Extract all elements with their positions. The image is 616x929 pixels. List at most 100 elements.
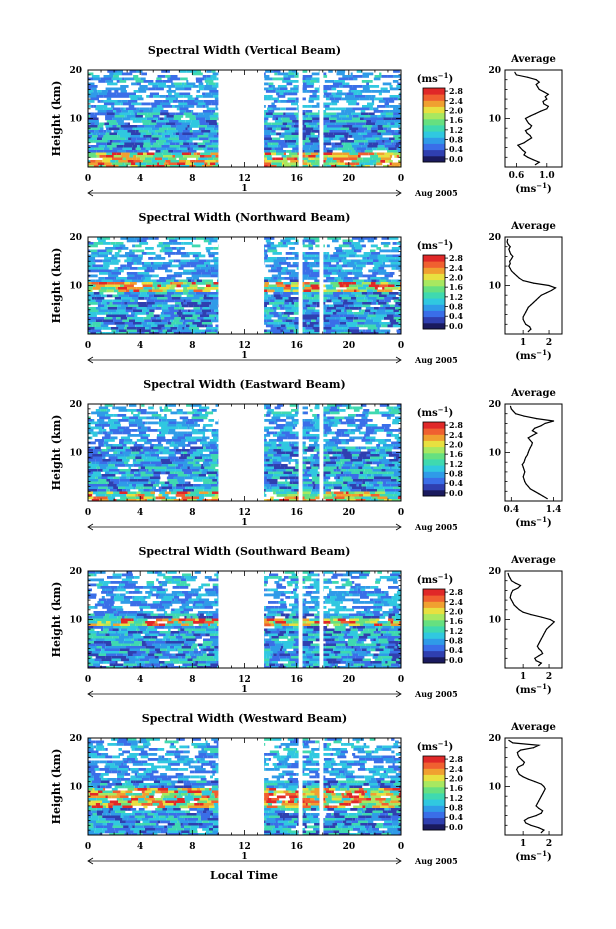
heatmap-cell	[363, 324, 368, 328]
heatmap-cell	[287, 314, 290, 318]
heatmap-cell	[273, 474, 281, 477]
heatmap-cell	[105, 165, 116, 167]
heatmap-cell	[399, 77, 401, 81]
heatmap-cell	[128, 137, 132, 141]
heatmap-cell	[111, 77, 123, 81]
heatmap-cell	[323, 140, 331, 143]
heatmap-cell	[360, 267, 363, 270]
heatmap-cell	[159, 95, 166, 98]
heatmap-cell	[341, 259, 351, 263]
heatmap-cell	[201, 329, 205, 333]
y-tick-label: 20	[69, 233, 82, 243]
heatmap-cell	[362, 105, 373, 108]
heatmap-cell	[355, 446, 359, 450]
heatmap-cell	[347, 324, 357, 328]
heatmap-cell	[189, 152, 192, 156]
heatmap-cell	[209, 162, 216, 166]
heatmap-cell	[91, 254, 98, 258]
heatmap-cell	[382, 82, 392, 86]
heatmap-cell	[375, 312, 386, 315]
heatmap-cell	[159, 249, 163, 253]
heatmap-cell	[125, 289, 130, 293]
heatmap-cell	[113, 319, 123, 323]
heatmap-cell	[88, 259, 95, 263]
heatmap-cell	[186, 70, 197, 73]
heatmap-cell	[270, 496, 274, 500]
heatmap-cell	[165, 269, 173, 273]
heatmap-cell	[204, 237, 214, 240]
colorbar-swatch	[423, 137, 445, 144]
heatmap-cell	[346, 100, 352, 103]
colorbar-frame	[422, 87, 446, 163]
heatmap-cell	[177, 411, 183, 415]
heatmap-cell	[174, 312, 177, 315]
average-profile-point	[529, 115, 531, 117]
heatmap-cell	[116, 120, 124, 123]
heatmap-cell	[204, 80, 214, 83]
heatmap-cell	[157, 304, 163, 308]
heatmap-cell	[88, 125, 98, 128]
heatmap-cell	[145, 87, 149, 91]
heatmap-cell	[122, 489, 127, 492]
heatmap-cell	[352, 145, 362, 148]
heatmap-cell	[121, 299, 130, 303]
heatmap-cell	[183, 299, 186, 303]
heatmap-cell	[168, 259, 174, 263]
heatmap-cell	[121, 304, 128, 308]
heatmap-cell	[193, 464, 202, 467]
heatmap-cell	[173, 446, 179, 450]
heatmap-cell	[325, 309, 332, 313]
heatmap-cell	[302, 244, 314, 248]
heatmap-cell	[173, 82, 182, 86]
heatmap-cell	[285, 469, 294, 472]
heatmap-cell	[282, 120, 293, 123]
heatmap-cell	[97, 451, 101, 455]
heatmap-cell	[130, 446, 138, 450]
heatmap-cell	[187, 411, 195, 415]
heatmap-cell	[195, 431, 206, 435]
heatmap-cell	[365, 274, 377, 278]
heatmap-cell	[171, 277, 176, 280]
heatmap-cell	[370, 252, 381, 255]
heatmap-cell	[149, 451, 156, 455]
heatmap-cell	[176, 107, 180, 111]
heatmap-cell	[285, 252, 292, 255]
heatmap-cell	[274, 431, 278, 435]
heatmap-cell	[151, 120, 157, 123]
heatmap-cell	[354, 469, 365, 472]
heatmap-cell	[388, 454, 400, 457]
heatmap-cell	[148, 289, 153, 293]
heatmap-cell	[204, 466, 216, 470]
heatmap-cell	[128, 304, 139, 308]
heatmap-cell	[131, 82, 137, 86]
heatmap-cell	[88, 327, 95, 330]
heatmap-cell	[288, 474, 297, 477]
heatmap-cell	[275, 117, 278, 121]
heatmap-cell	[291, 419, 299, 422]
heatmap-cell	[282, 319, 286, 323]
heatmap-cell	[182, 327, 185, 330]
heatmap-cell	[335, 142, 342, 146]
heatmap-cell	[383, 165, 389, 167]
heatmap-cell	[309, 127, 314, 131]
heatmap-cell	[186, 282, 192, 285]
heatmap-cell	[136, 262, 142, 265]
heatmap-cell	[300, 152, 306, 156]
heatmap-cell	[301, 461, 306, 465]
heatmap-cell	[355, 294, 358, 298]
heatmap-cell	[365, 259, 373, 263]
heatmap-cell	[161, 284, 167, 288]
heatmap-cell	[370, 155, 379, 158]
heatmap-cell	[141, 426, 148, 430]
heatmap-cell	[334, 247, 342, 250]
heatmap-cell	[260, 132, 271, 136]
heatmap-cell	[327, 416, 335, 420]
heatmap-cell	[160, 459, 171, 462]
heatmap-cell	[373, 479, 381, 482]
heatmap-cell	[366, 486, 375, 490]
heatmap-cell	[313, 252, 323, 255]
heatmap-cell	[147, 297, 151, 300]
heatmap-cell	[368, 312, 374, 315]
heatmap-cell	[203, 489, 211, 492]
heatmap-cell	[170, 125, 177, 128]
